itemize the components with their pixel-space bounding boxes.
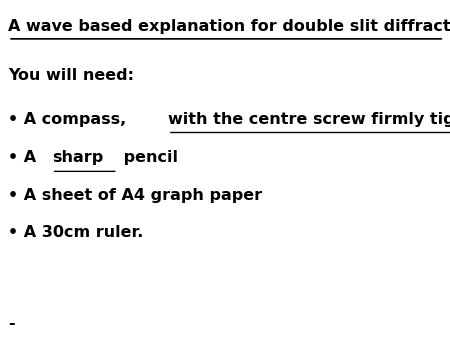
Text: sharp: sharp <box>52 150 103 165</box>
Text: • A sheet of A4 graph paper: • A sheet of A4 graph paper <box>8 188 262 202</box>
Text: • A compass,: • A compass, <box>8 112 132 126</box>
Text: • A 30cm ruler.: • A 30cm ruler. <box>8 225 144 240</box>
Text: A wave based explanation for double slit diffraction patterns: A wave based explanation for double slit… <box>8 19 450 33</box>
Text: • A: • A <box>8 150 42 165</box>
Text: pencil: pencil <box>118 150 178 165</box>
Text: -: - <box>8 316 15 331</box>
Text: You will need:: You will need: <box>8 68 134 82</box>
Text: with the centre screw firmly tightened: with the centre screw firmly tightened <box>168 112 450 126</box>
